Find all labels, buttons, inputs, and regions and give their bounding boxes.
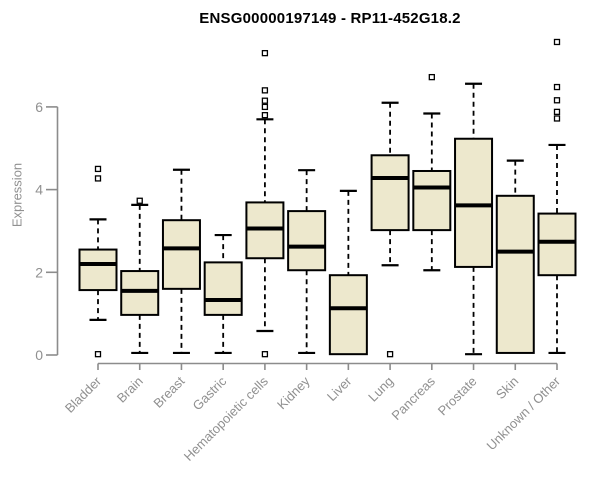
x-tick-label: Breast (150, 373, 187, 410)
outlier-point (386, 351, 394, 358)
outlier-point (553, 83, 561, 91)
box (328, 274, 368, 356)
x-tick-label: Pancreas (388, 373, 438, 423)
y-tick-label: 2 (35, 264, 43, 280)
box (161, 219, 201, 290)
box (537, 212, 577, 277)
box (454, 137, 494, 268)
box (287, 210, 327, 272)
x-tick-label: Prostate (435, 374, 480, 419)
x-tick-label: Lung (365, 374, 396, 405)
x-tick-label: Unknown / Other (484, 373, 564, 453)
box (370, 154, 410, 232)
box (495, 194, 535, 354)
x-tick-label: Liver (324, 373, 355, 404)
x-tick-label: Gastric (190, 373, 230, 413)
outlier-point (94, 165, 102, 173)
outlier-point (261, 351, 269, 358)
outlier-point (94, 351, 102, 358)
box (412, 169, 452, 232)
outlier-point (553, 97, 561, 104)
box (78, 248, 118, 292)
outlier-point (94, 175, 102, 182)
outlier-point (261, 112, 269, 119)
outlier-point (136, 197, 143, 204)
y-tick-label: 0 (35, 347, 43, 363)
outlier-point (261, 87, 269, 94)
x-tick-label: Bladder (62, 373, 105, 416)
outlier-point (428, 73, 435, 81)
outlier-point (261, 103, 269, 111)
box (203, 261, 243, 316)
x-tick-label: Brain (114, 374, 146, 406)
y-tick-label: 4 (35, 182, 43, 198)
x-tick-label: Kidney (274, 373, 313, 412)
y-tick-label: 6 (35, 99, 43, 115)
outlier-point (553, 38, 561, 46)
outlier-point (261, 97, 269, 104)
outlier-point (553, 115, 561, 122)
outlier-point (261, 49, 269, 57)
box (120, 270, 160, 316)
outlier-point (553, 108, 561, 116)
x-tick-label: Skin (493, 374, 521, 402)
chart-title: ENSG00000197149 - RP11-452G18.2 (199, 10, 461, 27)
